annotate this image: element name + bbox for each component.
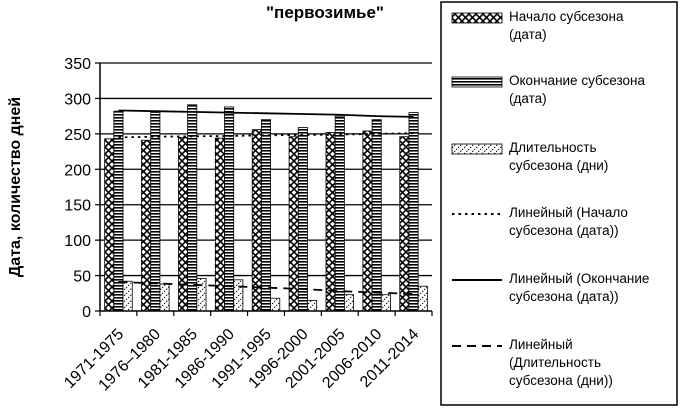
legend-swatch (451, 12, 503, 24)
bar (270, 297, 281, 312)
trendlines (118, 109, 414, 295)
bar (104, 138, 115, 312)
legend: Начало субсезона (дата) Окончание субсезон… (451, 9, 649, 388)
bar (334, 115, 345, 312)
bar (159, 283, 170, 312)
y-tick-label: 250 (64, 127, 91, 144)
legend-label: Линейный (Начало (509, 205, 628, 220)
bar (196, 278, 207, 312)
trendline (118, 281, 414, 295)
y-tick-label: 350 (64, 56, 91, 73)
y-tick-label: 0 (82, 304, 91, 321)
bar (408, 112, 419, 312)
legend-label: Окончание субсезона (509, 73, 646, 88)
bar (380, 294, 391, 312)
y-axis-label: Дата, количество дней (7, 97, 24, 277)
bar (260, 119, 271, 312)
legend-label: (дата) (509, 91, 547, 106)
bar (417, 285, 428, 312)
legend-label: Начало субсезона (509, 9, 624, 24)
bar (297, 127, 308, 312)
axes (99, 63, 432, 312)
legend-box (440, 1, 678, 406)
legend-label: Линейный (Окончание (509, 271, 649, 286)
bar (371, 119, 382, 312)
y-tick-label: 200 (64, 162, 91, 179)
bar (141, 139, 152, 312)
bar (251, 129, 262, 312)
bar (307, 299, 318, 312)
bar (288, 136, 299, 312)
legend-label: субсезона (дни) (509, 158, 608, 173)
y-tick-label: 300 (64, 91, 91, 108)
bar (325, 132, 336, 312)
bar (113, 110, 124, 312)
legend-label: субсезона (дни)) (509, 373, 613, 388)
chart-title: "первозимье" (266, 3, 384, 22)
bar (362, 130, 373, 312)
trendline (118, 109, 414, 118)
legend-label: субсезона (дата)) (509, 289, 619, 304)
bar (150, 112, 161, 312)
legend-label: (дата) (509, 27, 547, 42)
y-tick-label: 150 (64, 198, 91, 215)
x-axis-ticks: 1971-19751976–19801981-19851986-19901991… (61, 311, 433, 394)
legend-label: Длительность (509, 140, 597, 155)
y-axis-ticks: 0 50 100 150 200 250 300 350 (64, 56, 100, 321)
bar (233, 279, 244, 312)
bar (399, 136, 410, 312)
legend-label: Линейный (509, 337, 573, 352)
bar (224, 106, 235, 312)
bars (104, 104, 428, 312)
legend-swatch (451, 76, 503, 88)
y-tick-label: 100 (64, 233, 91, 250)
y-tick-label: 50 (73, 269, 91, 286)
bar (343, 294, 354, 312)
legend-swatch (451, 143, 503, 155)
legend-label: (Длительность (509, 355, 601, 370)
bar (122, 280, 133, 312)
legend-label: субсезона (дата)) (509, 223, 619, 238)
